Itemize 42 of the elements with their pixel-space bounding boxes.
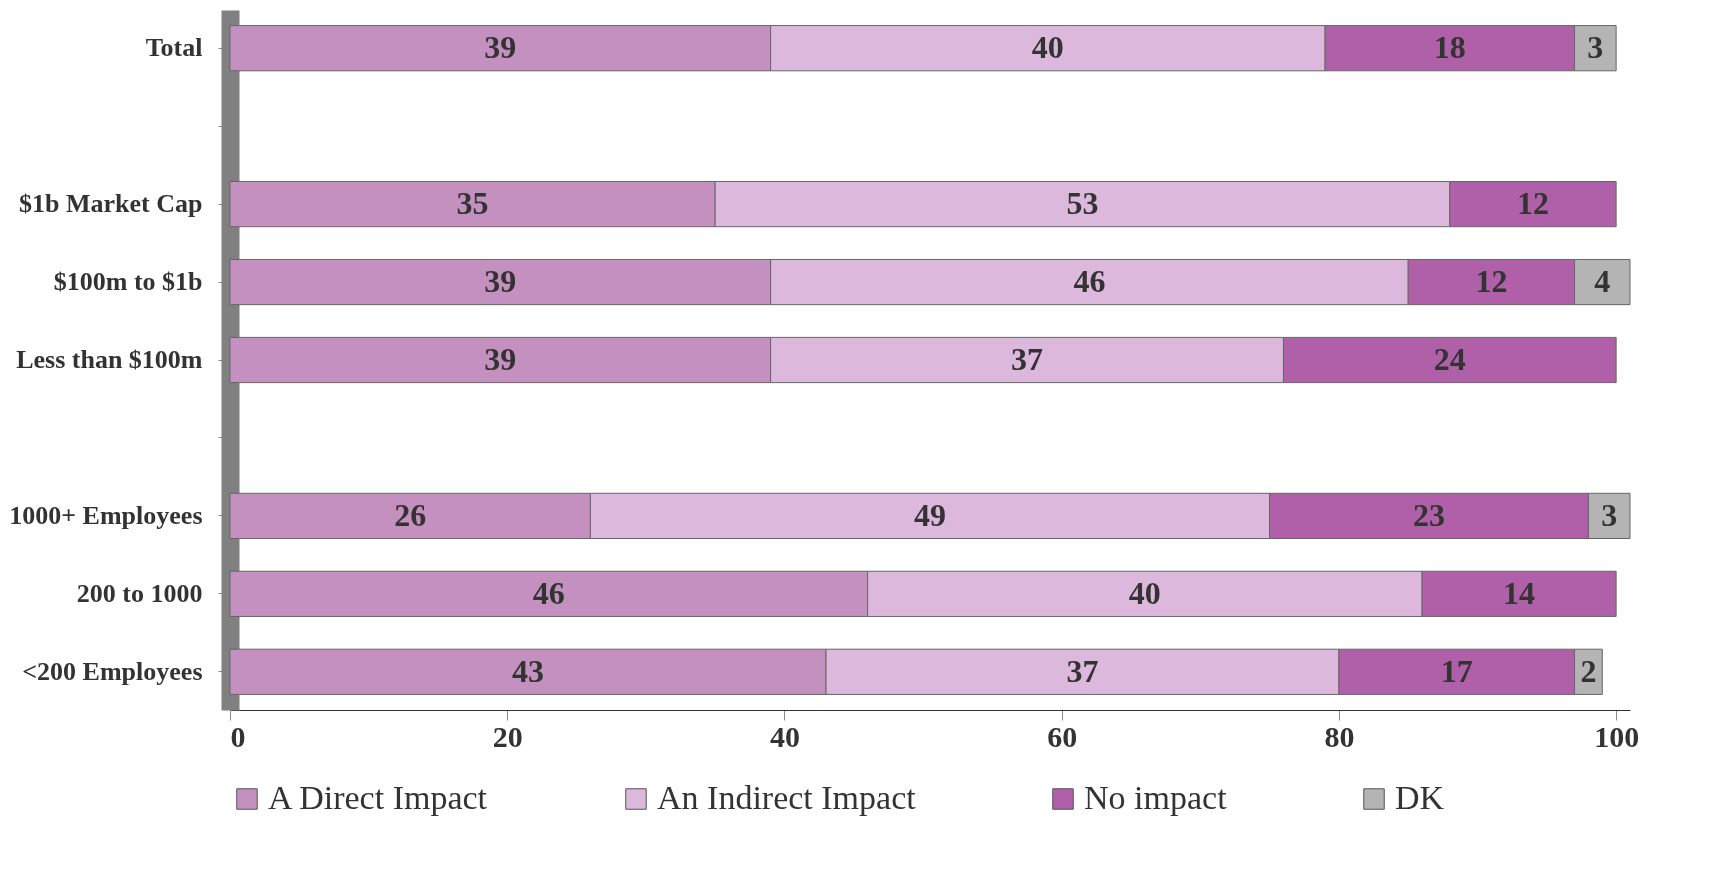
x-tick-label: 80 [1324,719,1355,753]
data-label: 3 [1601,496,1618,533]
data-label: 24 [1433,341,1466,377]
data-label: 18 [1433,29,1466,66]
y-tick-label: 200 to 1000 [76,578,203,608]
data-label: 3 [1587,29,1604,66]
x-tick-label: 20 [492,719,523,753]
y-tick-label: Total [145,33,203,63]
data-label: 14 [1503,574,1536,611]
data-label: 40 [1031,29,1064,66]
data-label: 40 [1128,574,1161,611]
data-label: 43 [512,652,545,689]
data-label: 12 [1516,185,1549,222]
y-tick-label: $100m to $1b [53,267,203,297]
legend-label: DK [1395,779,1445,816]
data-label: 23 [1413,496,1446,533]
y-tick-label: 1000+ Employees [9,500,203,530]
data-label: 4 [1594,263,1611,300]
data-label: 39 [484,341,517,377]
x-tick-label: 60 [1047,719,1078,753]
data-label: 17 [1440,652,1473,689]
y-tick-label: <200 Employees [22,656,203,686]
data-label: 37 [1011,341,1044,377]
legend-label: A Direct Impact [268,779,488,816]
data-label: 39 [484,29,517,66]
y-tick-label: $1b Market Cap [19,189,203,219]
y-tick-label: Less than $100m [16,345,203,374]
x-tick-label: 100 [1594,719,1640,753]
data-label: 12 [1475,263,1508,300]
data-label: 46 [532,574,565,611]
x-tick-label: 0 [230,719,246,753]
data-label: 26 [394,496,427,533]
data-label: 39 [484,263,517,300]
data-label: 49 [914,496,946,533]
data-label: 35 [456,185,489,222]
data-label: 37 [1066,652,1099,689]
legend-label: An Indirect Impact [657,779,917,816]
data-label: 46 [1073,263,1106,300]
legend-label: No impact [1084,779,1228,816]
x-tick-label: 40 [769,719,800,753]
data-label: 2 [1580,652,1597,689]
data-label: 53 [1066,185,1099,222]
